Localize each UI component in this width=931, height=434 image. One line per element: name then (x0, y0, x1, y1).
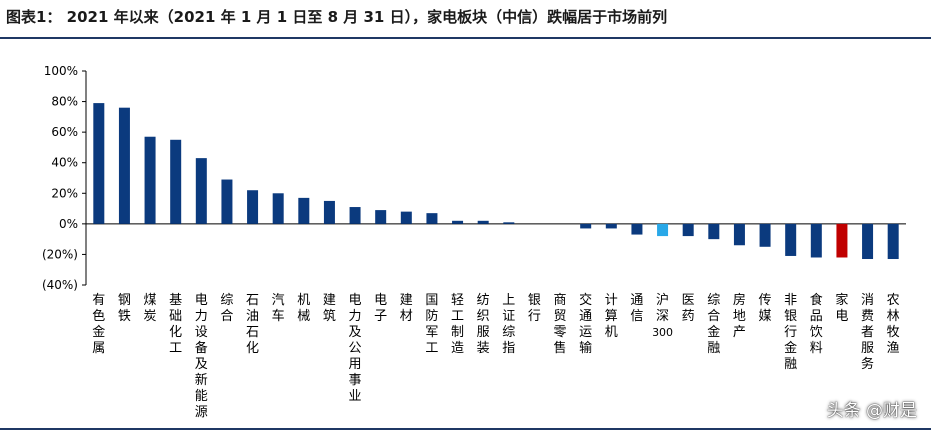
bar (759, 223, 771, 247)
bar (708, 223, 720, 240)
category-label: 商贸零售 (554, 293, 567, 356)
category-label: 农林牧渔 (887, 293, 900, 356)
category-label: 基础化工 (169, 293, 182, 356)
category-label: 国防军工 (425, 293, 438, 356)
category-label: 建筑 (323, 293, 336, 324)
category-label: 上证综指 (502, 293, 515, 356)
y-tick-label: 80% (51, 95, 78, 109)
y-tick-label: 0% (59, 217, 78, 231)
category-label: 轻工制造 (451, 293, 464, 356)
bar (375, 210, 387, 224)
bar (349, 207, 361, 224)
bar (477, 220, 489, 224)
category-label: 房地产 (733, 292, 746, 340)
category-label: 石油石化 (246, 293, 259, 356)
category-label: 综合金融 (707, 293, 720, 356)
category-label: 医药 (682, 293, 695, 324)
bar (93, 103, 105, 224)
bar (580, 223, 592, 229)
category-label: 非银行金融 (784, 293, 797, 372)
bar (400, 211, 412, 224)
bar (118, 107, 130, 224)
category-label: 电力及公用事业 (349, 293, 362, 404)
title-divider (0, 37, 931, 39)
category-label: 钢铁 (118, 293, 131, 324)
bar (221, 179, 233, 224)
bar (272, 193, 284, 224)
category-label: 综合 (220, 293, 233, 324)
category-label: 通信 (630, 293, 643, 324)
bar (682, 223, 694, 237)
watermark: 头条 @财是 (826, 401, 917, 421)
bar (170, 139, 182, 224)
category-label: 机械 (297, 293, 310, 324)
category-label: 电力设备及新能源 (195, 293, 208, 420)
category-label: 消费者服务 (861, 293, 874, 372)
category-label: 沪深 300 (652, 292, 673, 339)
bar (247, 190, 259, 224)
bar (887, 223, 899, 260)
bar (657, 223, 669, 237)
bar (605, 223, 617, 229)
y-tick-label: 20% (51, 186, 78, 200)
bar (323, 200, 335, 224)
bar (195, 158, 207, 224)
bar (785, 223, 797, 256)
y-tick-label: 40% (51, 156, 78, 170)
y-tick-label: 60% (51, 125, 78, 139)
category-label: 纺织服装 (477, 293, 490, 356)
category-label: 家电 (835, 292, 848, 324)
bottom-divider (0, 428, 931, 430)
category-label: 汽车 (272, 293, 285, 324)
category-label: 交通运输 (579, 292, 592, 356)
bar (836, 223, 848, 258)
bar (452, 220, 464, 224)
category-label: 电子 (374, 293, 387, 324)
category-label: 计算机 (605, 293, 618, 340)
bar (631, 223, 643, 235)
bar (862, 223, 874, 260)
chart-title: 图表1： 2021 年以来（2021 年 1 月 1 日至 8 月 31 日），… (6, 8, 668, 26)
y-tick-label: (20%) (42, 247, 78, 261)
category-label: 建材 (400, 293, 413, 324)
category-label: 煤炭 (144, 293, 157, 324)
bar (426, 213, 438, 224)
bar (810, 223, 822, 258)
bar (503, 222, 515, 224)
category-label: 传媒 (759, 293, 772, 324)
category-label: 银行 (528, 293, 541, 324)
bar (144, 136, 156, 224)
category-label: 有色金属 (92, 293, 105, 356)
y-tick-label: 100% (44, 64, 78, 78)
category-label: 食品饮料 (810, 292, 823, 356)
bar (733, 223, 745, 246)
bar (298, 197, 310, 224)
y-tick-label: (40%) (42, 278, 78, 292)
